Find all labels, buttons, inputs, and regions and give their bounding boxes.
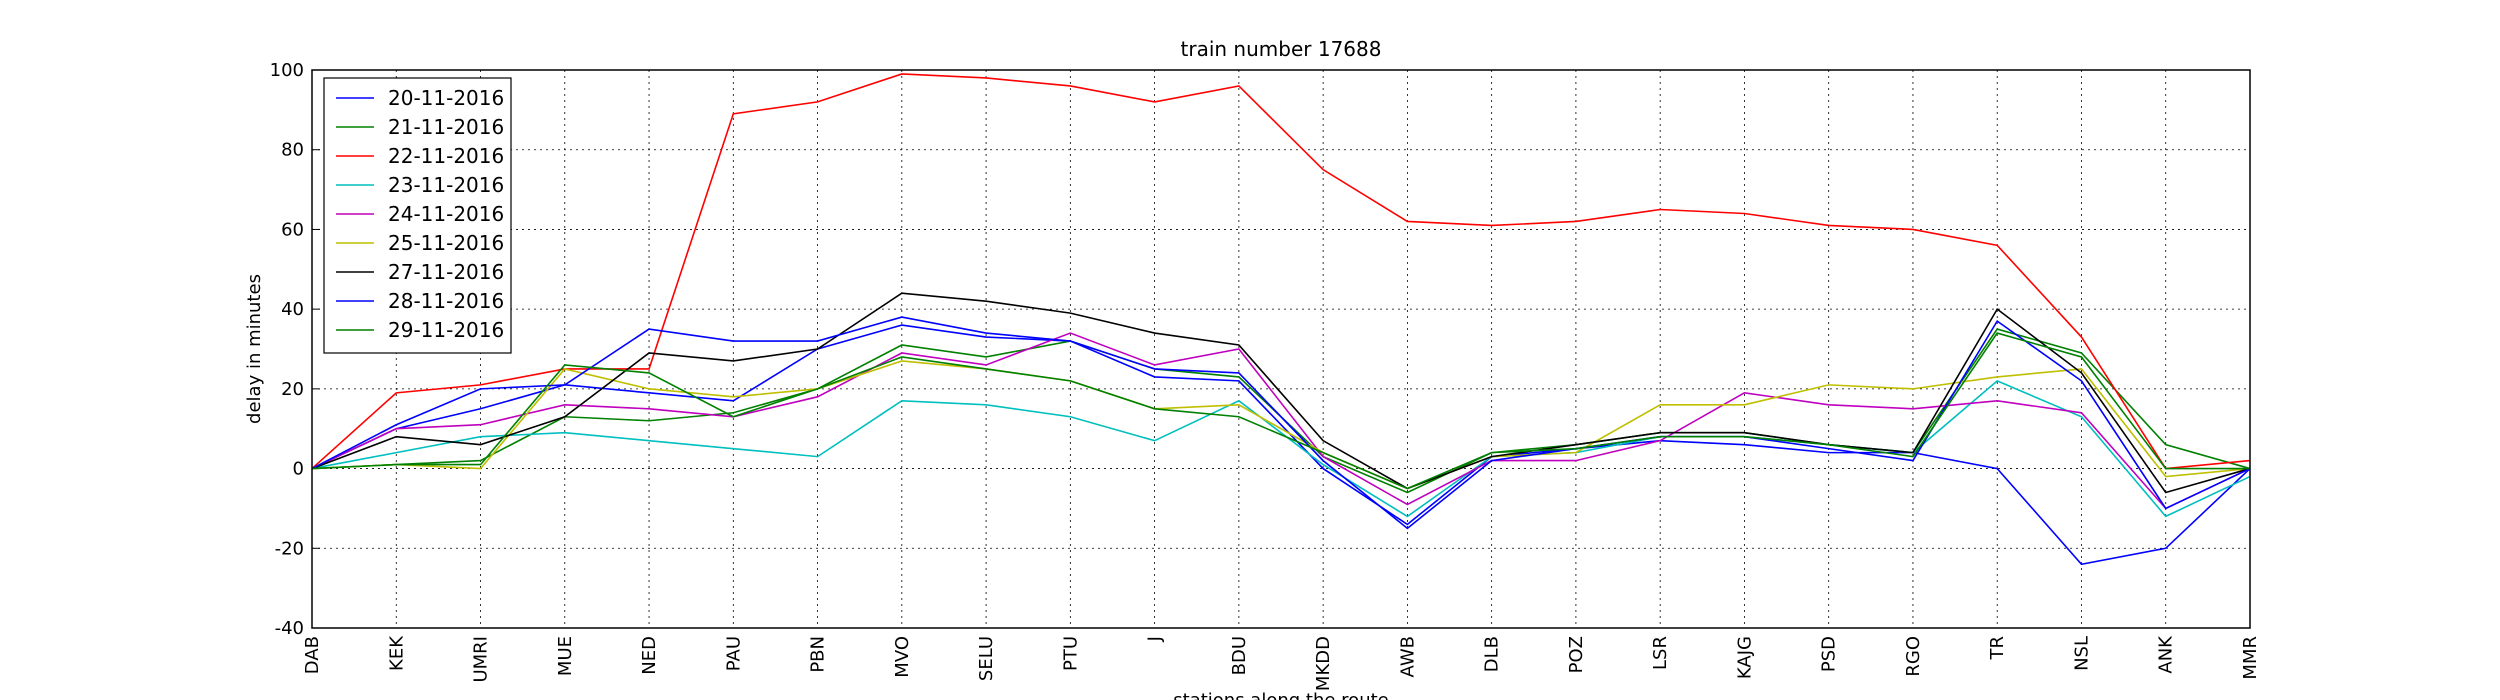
x-tick-label: AWB <box>1397 636 1418 677</box>
y-tick-label: 60 <box>281 219 304 240</box>
y-axis-label: delay in minutes <box>244 274 265 424</box>
y-tick-label: -20 <box>275 538 304 559</box>
y-tick-label: -40 <box>275 618 304 639</box>
series-line <box>311 324 2251 566</box>
legend-label: 27-11-2016 <box>388 260 504 284</box>
x-tick-label: DLB <box>1482 636 1503 672</box>
x-tick-label: NSL <box>2071 636 2092 671</box>
x-tick-label: BDU <box>1229 636 1250 675</box>
y-tick-label: 20 <box>281 379 304 400</box>
y-tick-label: 0 <box>293 459 304 480</box>
x-tick-label: DAB <box>302 636 323 674</box>
legend-label: 28-11-2016 <box>388 289 504 313</box>
legend-label: 23-11-2016 <box>388 173 504 197</box>
x-tick-label: LSR <box>1650 636 1671 670</box>
legend-label: 22-11-2016 <box>388 144 504 168</box>
plot-frame <box>311 69 2251 629</box>
x-tick-label: RGO <box>1903 636 1924 677</box>
legend-box <box>323 77 512 354</box>
x-tick-label: PSD <box>1819 636 1840 672</box>
x-tick-label: MKDD <box>1313 636 1334 691</box>
x-axis-label: stations along the route <box>1173 690 1388 700</box>
x-tick-label: MUE <box>555 636 576 676</box>
x-tick-label: KEK <box>386 635 407 671</box>
x-tick-label: TR <box>1987 636 2008 661</box>
x-tick-label: UMRI <box>471 636 492 683</box>
x-tick-label: NED <box>639 636 660 675</box>
y-tick-label: 40 <box>281 299 304 320</box>
legend-label: 24-11-2016 <box>388 202 504 226</box>
x-tick-label: J <box>1145 636 1166 642</box>
series-line <box>311 328 2251 494</box>
x-tick-label: KAJG <box>1734 636 1755 679</box>
legend-label: 25-11-2016 <box>388 231 504 255</box>
chart-title: train number 17688 <box>1181 37 1382 61</box>
legend-label: 21-11-2016 <box>388 115 504 139</box>
legend-label: 29-11-2016 <box>388 318 504 342</box>
series-line <box>311 379 2251 518</box>
series-line <box>311 316 2251 530</box>
x-tick-label: SELU <box>976 636 997 681</box>
x-tick-label: MVO <box>892 636 913 678</box>
series-line <box>311 73 2251 470</box>
series-line <box>311 360 2251 490</box>
x-tick-label: PTU <box>1060 636 1081 671</box>
y-tick-label: 100 <box>270 60 304 81</box>
x-tick-label: PBN <box>808 636 829 673</box>
series-line <box>311 332 2250 490</box>
x-tick-label: MMR <box>2240 636 2261 680</box>
y-tick-label: 80 <box>281 140 304 161</box>
x-tick-label: PAU <box>723 636 744 671</box>
x-tick-label: ANK <box>2156 635 2177 674</box>
x-tick-label: POZ <box>1566 636 1587 673</box>
legend-label: 20-11-2016 <box>388 86 504 110</box>
series-line <box>311 292 2251 494</box>
series-line <box>311 332 2251 510</box>
